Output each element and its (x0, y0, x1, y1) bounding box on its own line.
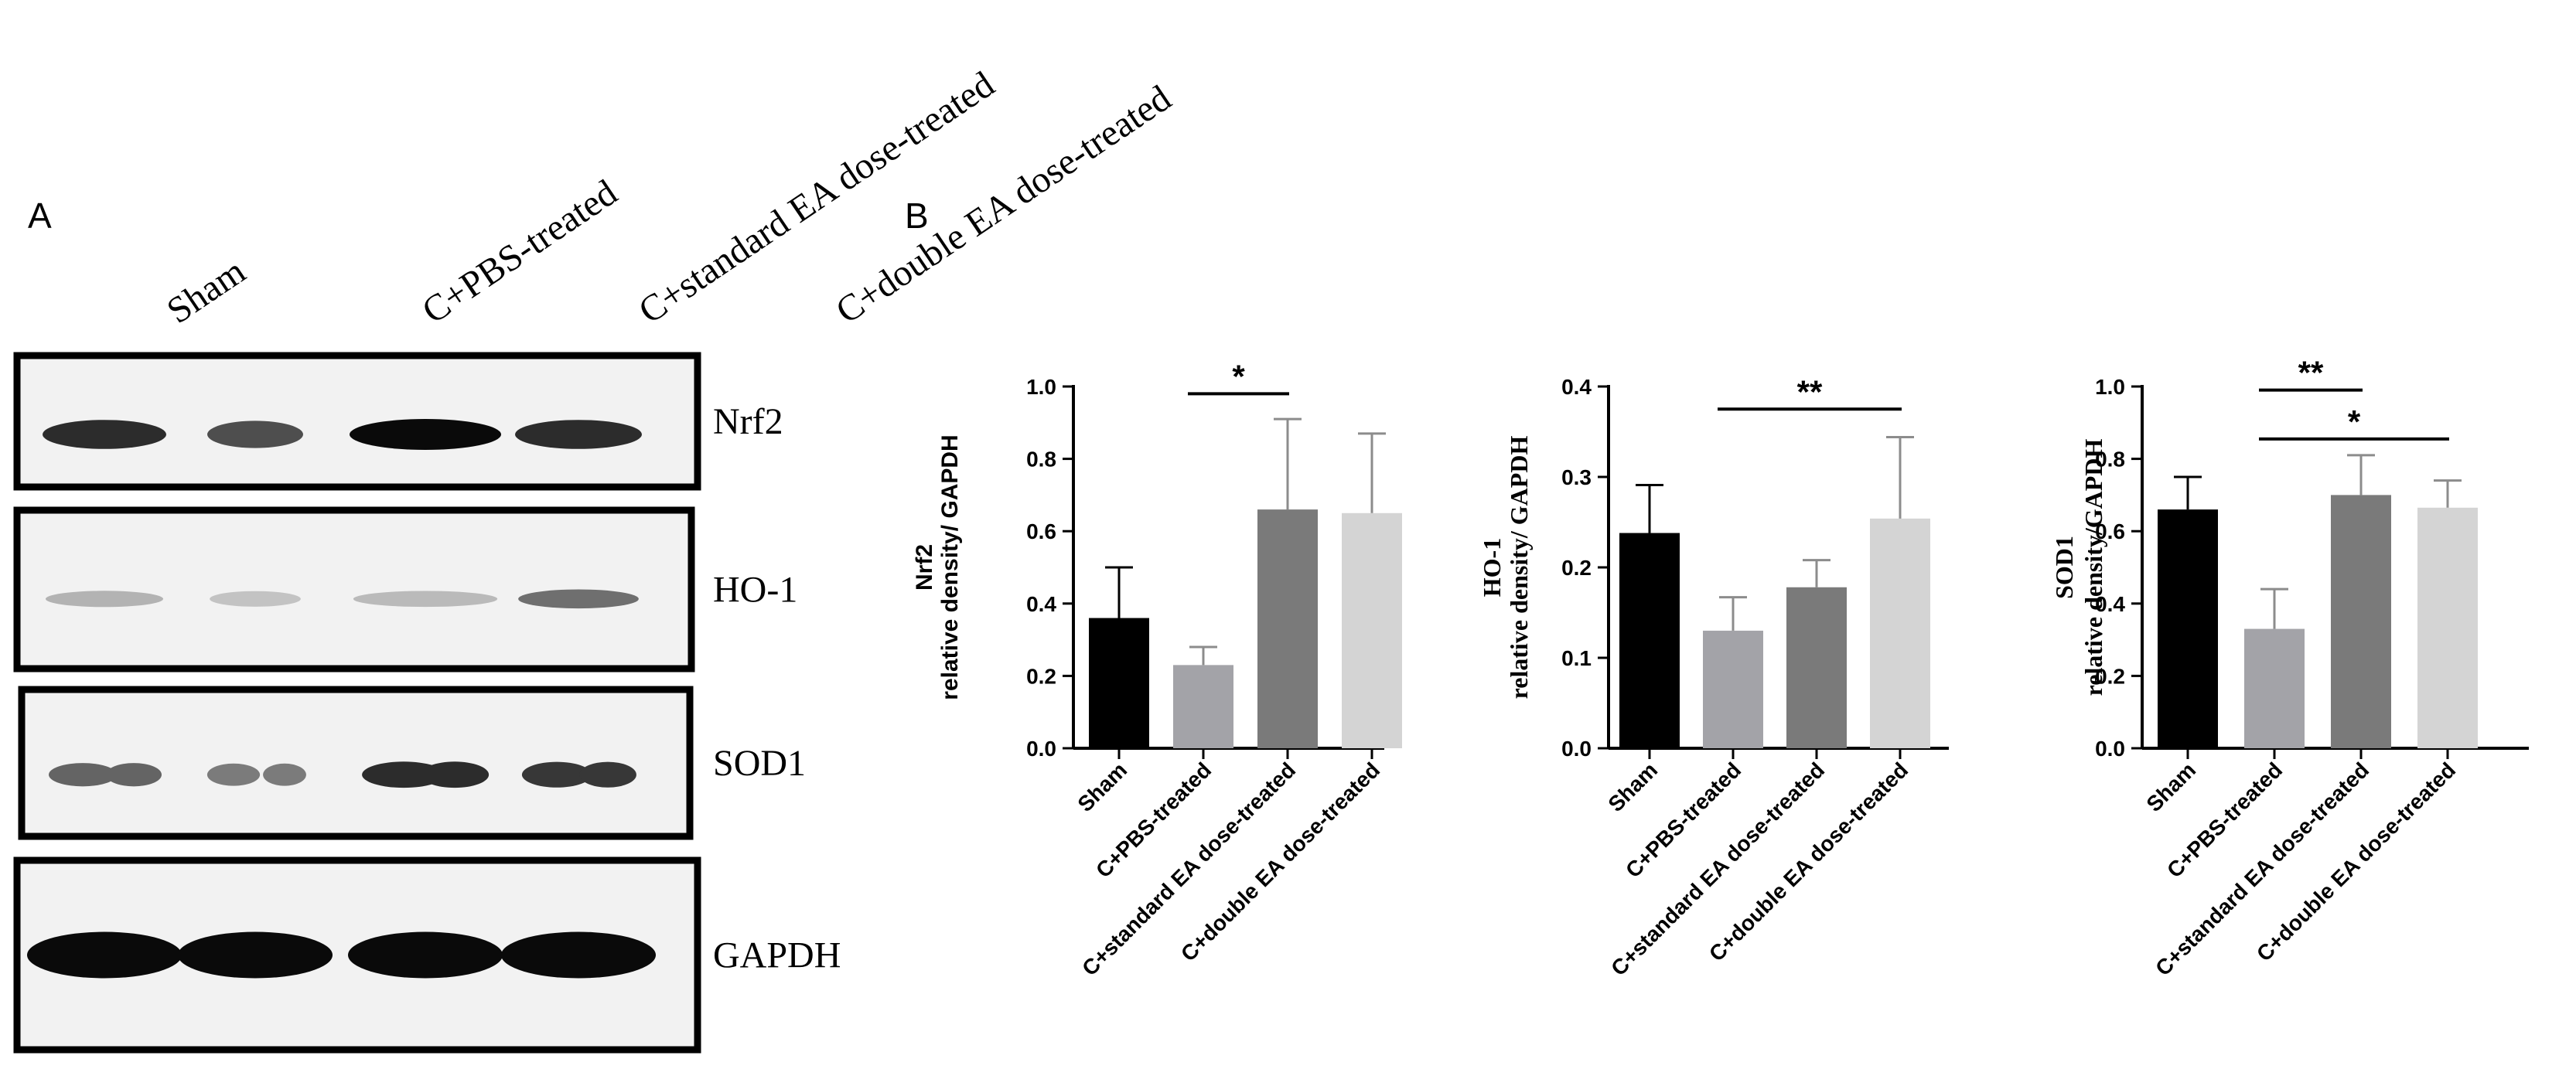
band-gapdh-lane-4 (501, 931, 656, 979)
band-gapdh-lane-2 (178, 931, 333, 979)
band-nrf2-lane-2 (207, 421, 303, 448)
bar-c-double-ea-dose-treated (1870, 518, 1930, 748)
y-tick-label: 1.0 (1026, 375, 1056, 399)
band-sod1-lane-4-b (579, 761, 636, 788)
bar-sham (2158, 509, 2218, 748)
blot-nrf2: Nrf2 (13, 352, 783, 491)
band-nrf2-lane-1 (43, 420, 166, 449)
band-gapdh-lane-3 (348, 931, 503, 979)
protein-label-sod1: SOD1 (713, 743, 806, 784)
chart-sod1: 0.0 0.2 0.4 0.6 0.8 1.0 SOD1 relative density/G… (2050, 355, 2529, 980)
band-sod1-lane-2-a (206, 763, 261, 786)
y-tick-label: 0.6 (1026, 519, 1056, 543)
bar-sham (1089, 618, 1149, 748)
y-tick-label: 0.4 (2095, 592, 2125, 616)
significance-label: * (2348, 404, 2361, 440)
band-gapdh-lane-1 (27, 931, 182, 979)
y-tick-label: 0.4 (1026, 592, 1056, 616)
protein-label-ho-1: HO-1 (713, 570, 797, 611)
significance-label: ** (1797, 373, 1823, 410)
protein-label-nrf2: Nrf2 (713, 401, 783, 442)
bar-c-standard-ea-dose-treated (1257, 509, 1318, 748)
y-axis-title-line1: HO-1 (1478, 538, 1506, 597)
y-tick-label: 0.2 (2095, 664, 2125, 688)
band-ho-1-lane-4 (518, 589, 639, 609)
y-tick-label: 0.8 (2095, 448, 2125, 472)
y-tick-label: 0.0 (2095, 737, 2125, 761)
y-axis-title-line1: Nrf2 (912, 544, 937, 591)
panel-b-letter: B (905, 196, 929, 236)
bar-c-standard-ea-dose-treated (2331, 495, 2391, 748)
y-tick-label: 1.0 (2095, 375, 2125, 399)
western-blots: Nrf2 HO-1 SOD1 GAPDH (13, 352, 841, 1054)
bar-c-pbs-treated (1173, 665, 1233, 748)
y-axis-title-line2: relative density/ GAPDH (1505, 436, 1533, 700)
blot-ho-1: HO-1 (13, 506, 797, 672)
y-tick-label: 0.0 (1561, 737, 1592, 761)
lane-label-c-standard-ea-dose-treated: C+standard EA dose-treated (632, 63, 1002, 332)
blot-gapdh: GAPDH (13, 856, 841, 1054)
blot-sod1: SOD1 (18, 686, 806, 840)
band-sod1-lane-4-a (521, 761, 592, 788)
bar-c-double-ea-dose-treated (2417, 507, 2478, 748)
y-tick-label: 0.2 (1561, 556, 1592, 580)
chart-ho-1: 0.0 0.1 0.2 0.3 0.4 HO-1 relative density/ GAP… (1478, 373, 1949, 980)
band-sod1-lane-1-b (106, 763, 162, 787)
band-sod1-lane-1-a (49, 763, 117, 787)
band-ho-1-lane-1 (46, 591, 163, 608)
band-ho-1-lane-2 (210, 591, 301, 607)
y-tick-label: 0.2 (1026, 664, 1056, 688)
bar-c-double-ea-dose-treated (1342, 512, 1402, 748)
blot-frame-ho-1 (13, 506, 695, 672)
y-tick-label: 0.8 (1026, 448, 1056, 472)
lane-label-c-pbs-treated: C+PBS-treated (415, 172, 625, 332)
band-nrf2-lane-4 (515, 420, 642, 449)
bar-sham (1619, 533, 1680, 748)
blot-frame-sod1 (18, 686, 694, 840)
band-nrf2-lane-3 (350, 419, 501, 450)
y-tick-label: 0.4 (1561, 375, 1592, 399)
significance-label: * (1232, 358, 1245, 394)
y-tick-label: 0.0 (1026, 737, 1056, 761)
band-ho-1-lane-3 (353, 591, 498, 608)
band-sod1-lane-3-b (420, 761, 490, 788)
category-label-sham: Sham (1073, 758, 1131, 816)
category-label-sham: Sham (1603, 758, 1662, 816)
panel-a-letter: A (28, 196, 52, 236)
y-axis-title-line2: relative density/GAPDH (2080, 439, 2107, 696)
y-axis-title-line1: SOD1 (2050, 536, 2078, 599)
y-tick-label: 0.6 (2095, 519, 2125, 543)
band-sod1-lane-2-b (263, 763, 306, 786)
lane-labels: Sham C+PBS-treated C+standard EA dose-trea… (160, 63, 1179, 332)
band-sod1-lane-3-a (362, 761, 445, 788)
lane-label-sham: Sham (160, 250, 253, 332)
significance-label: ** (2298, 355, 2324, 391)
bar-c-standard-ea-dose-treated (1786, 587, 1847, 748)
protein-label-gapdh: GAPDH (713, 935, 841, 976)
lane-label-c-double-ea-dose-treated: C+double EA dose-treated (829, 77, 1179, 332)
bar-c-pbs-treated (1703, 630, 1763, 748)
category-label-sham: Sham (2141, 758, 2200, 816)
y-tick-label: 0.1 (1561, 646, 1592, 670)
chart-nrf2: 0.0 0.2 0.4 0.6 0.8 1.0 Nrf2 relative density/ … (912, 358, 1402, 980)
y-axis-title-line2: relative density/ GAPDH (937, 434, 963, 700)
y-tick-label: 0.3 (1561, 465, 1592, 489)
bar-c-pbs-treated (2244, 628, 2305, 748)
